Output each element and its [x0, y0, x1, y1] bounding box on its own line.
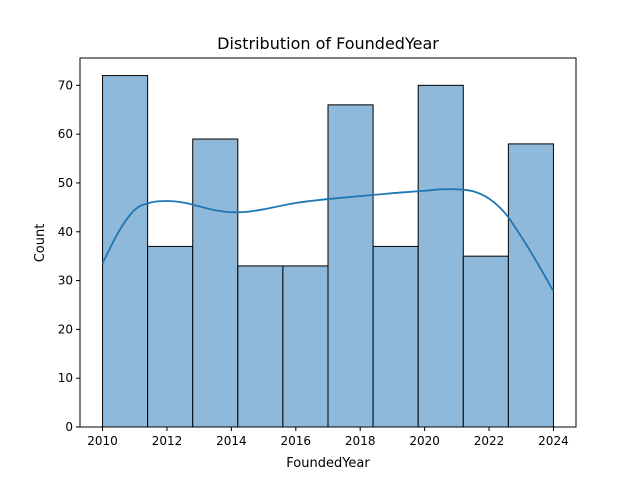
x-tick-label-2014: 2014 [216, 434, 247, 448]
kde-line [101, 188, 555, 292]
plot-area: 2010 2012 2014 2016 2018 2020 2022 2024 0 10 20 30 4… [58, 57, 577, 448]
histogram-bar-9 [462, 255, 509, 428]
y-tick-label-10: 10 [58, 371, 73, 385]
y-tick-label-70: 70 [58, 78, 73, 92]
histogram-bar-6 [327, 104, 374, 428]
y-tick-label-60: 60 [58, 127, 73, 141]
y-tick-label-0: 0 [65, 420, 73, 434]
histogram-bar-4 [237, 265, 284, 428]
x-tick-label-2022: 2022 [474, 434, 505, 448]
chart-title: Distribution of FoundedYear [217, 34, 439, 53]
histogram-bar-1 [102, 75, 149, 428]
histogram-bar-7 [372, 245, 419, 428]
histogram-bar-8 [417, 84, 464, 428]
y-tick-label-50: 50 [58, 176, 73, 190]
y-tick-label-30: 30 [58, 274, 73, 288]
histogram-bar-5 [282, 265, 329, 428]
y-tick-label-40: 40 [58, 225, 73, 239]
histogram-bar-3 [192, 138, 239, 428]
x-tick-label-2010: 2010 [87, 434, 118, 448]
y-tick-label-20: 20 [58, 322, 73, 336]
x-tick-label-2018: 2018 [345, 434, 376, 448]
histogram-bar-2 [147, 245, 194, 428]
histogram-bar-10 [507, 143, 554, 428]
x-axis-label: FoundedYear [286, 456, 370, 471]
x-tick-label-2012: 2012 [152, 434, 183, 448]
y-axis-label: Count [33, 224, 48, 263]
x-tick-label-2020: 2020 [409, 434, 440, 448]
x-tick-label-2016: 2016 [281, 434, 312, 448]
x-tick-label-2024: 2024 [538, 434, 569, 448]
axes-frame [79, 57, 577, 428]
